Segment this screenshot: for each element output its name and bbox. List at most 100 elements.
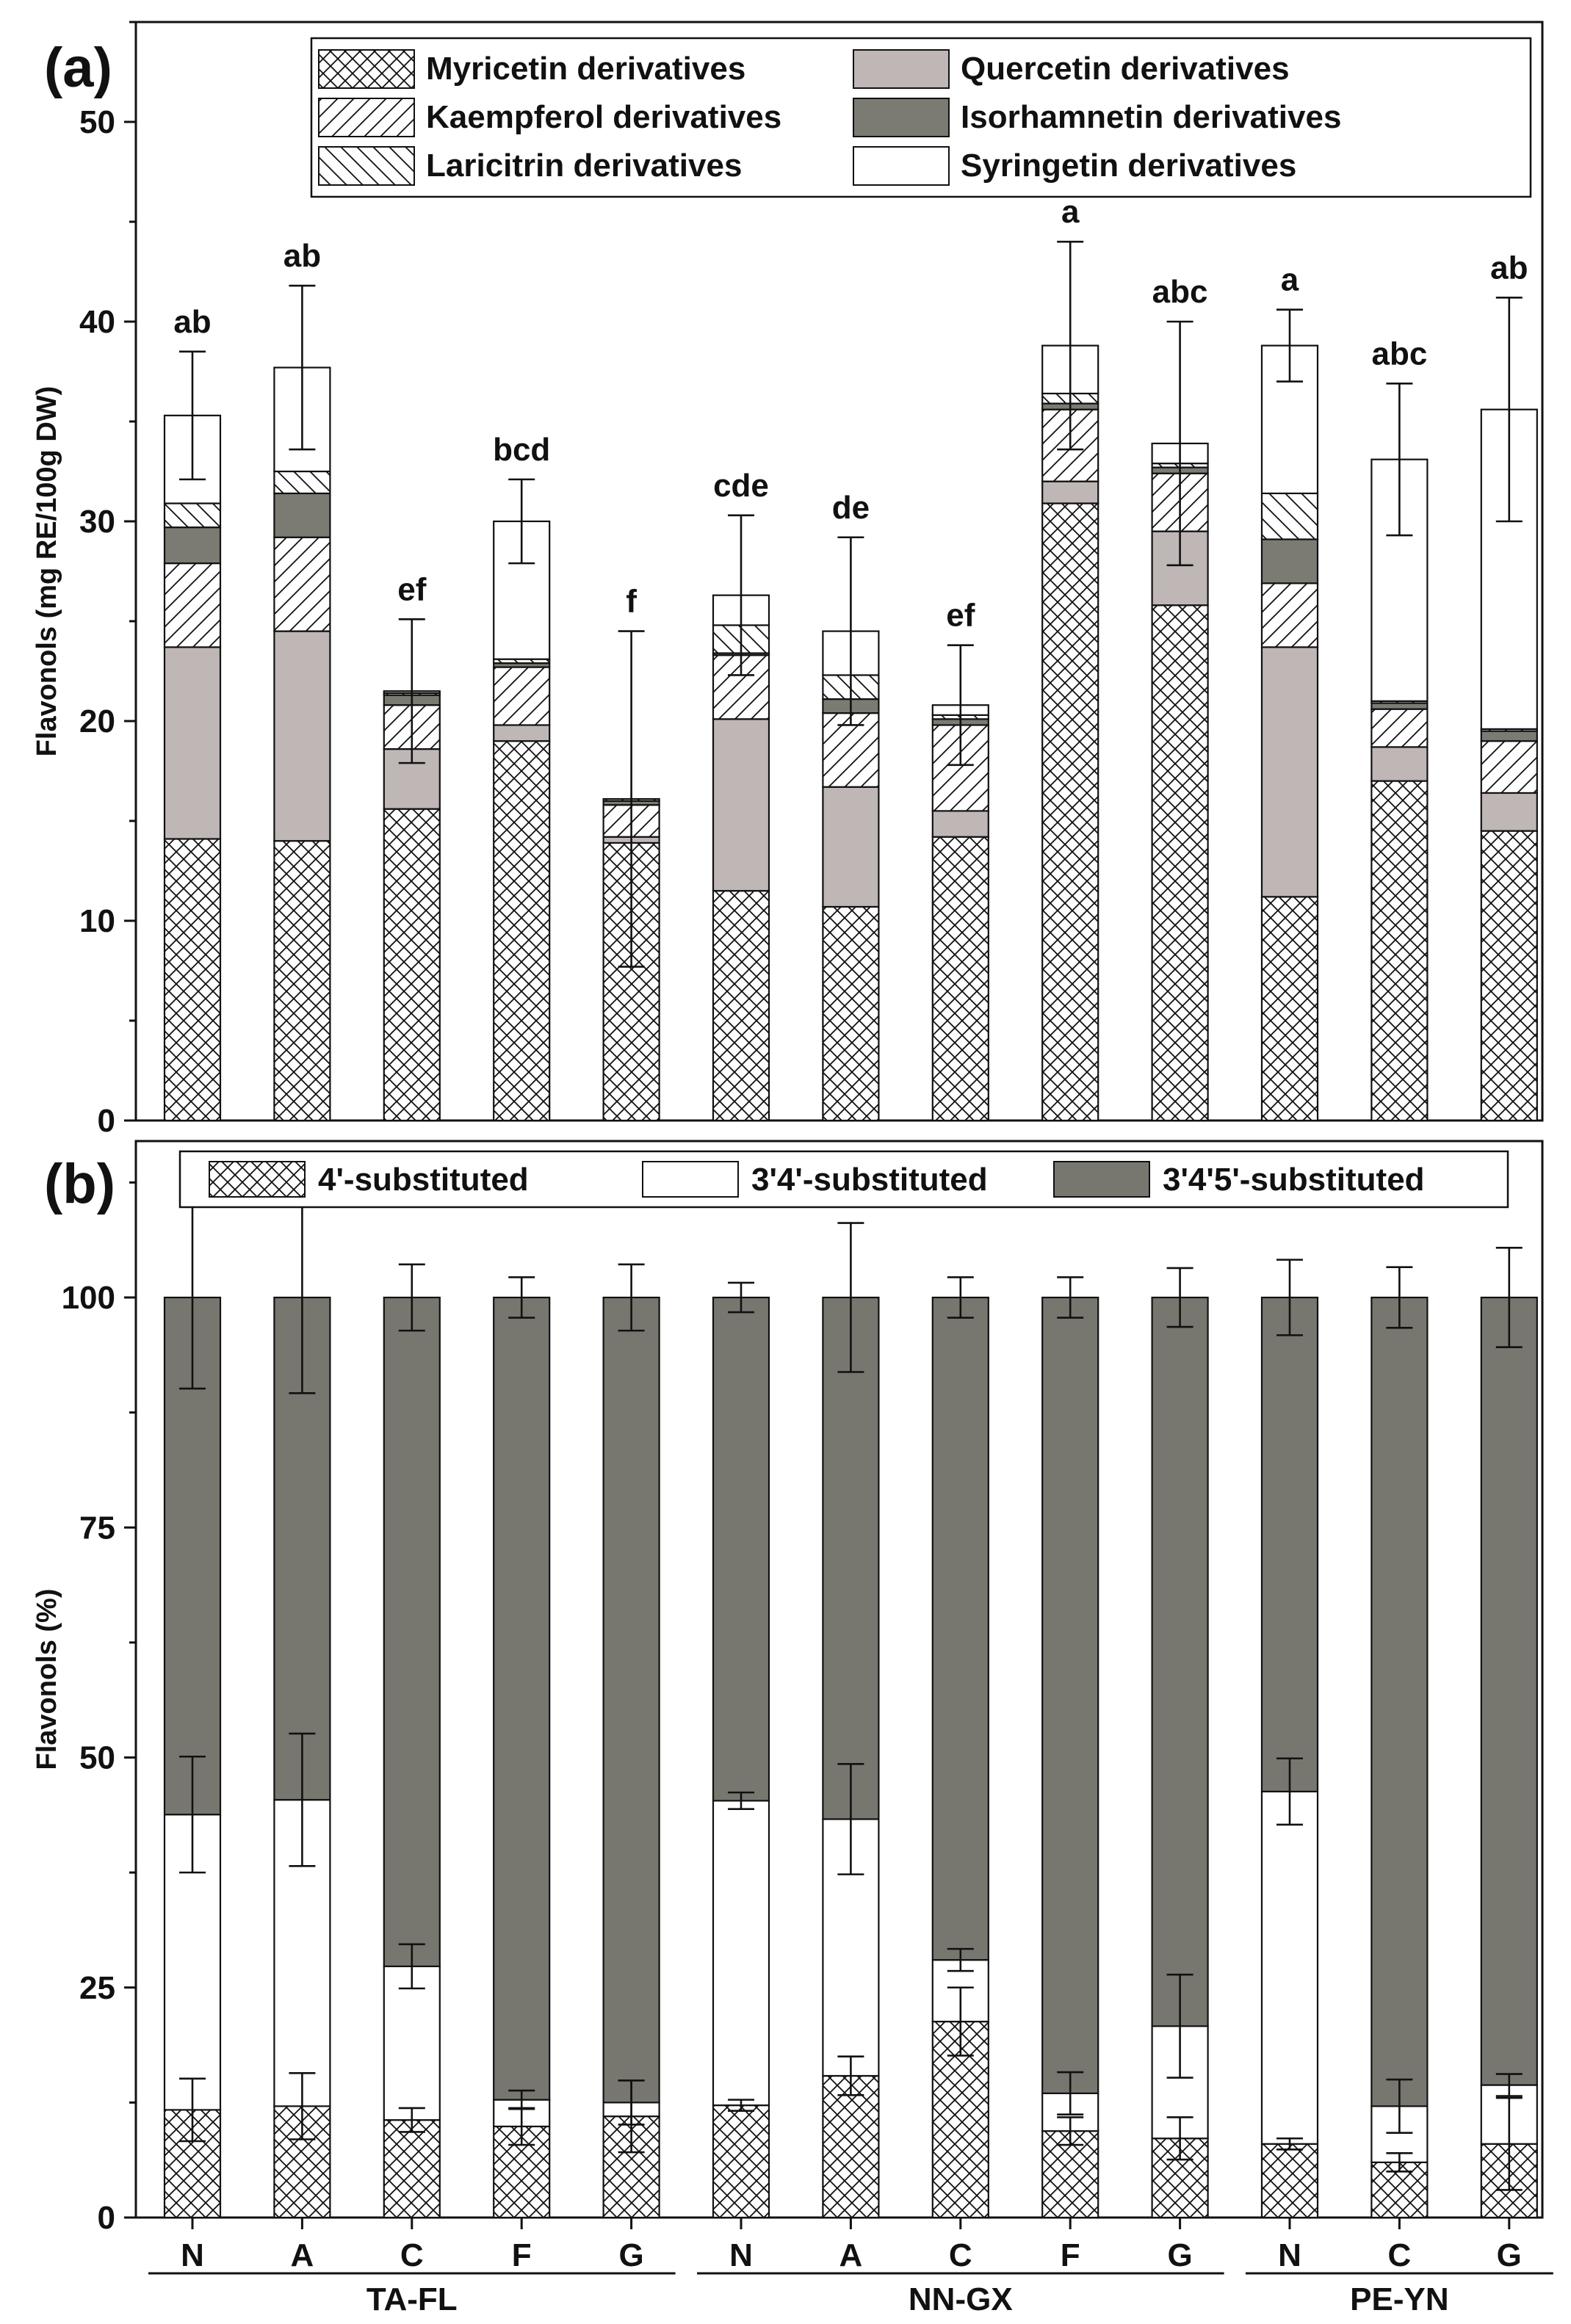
- bar-segment: [273, 536, 331, 632]
- significance-letter: cde: [713, 468, 769, 504]
- legend-swatch: [209, 1161, 306, 1198]
- legend-swatch: [318, 146, 415, 186]
- bar-segment: [383, 1965, 441, 2121]
- x-tick-label: A: [839, 2237, 863, 2273]
- legend-swatch: [318, 49, 415, 89]
- panel-label: (b): [44, 1153, 115, 1215]
- bar-segment: [1480, 1296, 1538, 2086]
- x-tick-label: F: [512, 2237, 532, 2273]
- panel-a: 0 10 20 30 40 50 Flavonols (mg RE/100g DW) (a) a…: [32, 21, 1544, 1139]
- significance-letter: de: [832, 490, 870, 526]
- x-tick-label: G: [1167, 2237, 1192, 2273]
- bar-segment: [1370, 746, 1429, 782]
- legend-label: 3'4'-substituted: [751, 1162, 988, 1198]
- y-axis-label: Flavonols (%): [32, 1588, 62, 1770]
- bar-segment: [163, 502, 222, 529]
- x-tick-label: C: [1388, 2237, 1412, 2273]
- bar-segment: [1260, 582, 1319, 648]
- bar-segment: [822, 1296, 880, 1820]
- bar-segment: [1370, 702, 1429, 710]
- bar-stack: [1370, 1266, 1429, 2219]
- y-tick-label: 10: [79, 903, 115, 939]
- bar-segment: [493, 666, 551, 726]
- x-tick-label: N: [181, 2237, 204, 2273]
- legend-item: 3'4'-substituted: [642, 1161, 988, 1198]
- bar-segment: [1151, 604, 1209, 1122]
- legend-swatch: [642, 1161, 739, 1198]
- bar-segment: [931, 810, 989, 838]
- bar-segment: [602, 1296, 660, 2104]
- bar-segment: [163, 838, 222, 1122]
- legend-item: Kaempferol derivatives: [318, 98, 781, 137]
- bar-stack: [712, 1281, 770, 2219]
- bar-segment: [1260, 492, 1319, 540]
- y-tick-label: 0: [98, 1103, 115, 1139]
- bar-stack: ab: [273, 238, 331, 1122]
- y-tick-label: 0: [98, 2200, 115, 2236]
- bar-segment: [931, 836, 989, 1122]
- bar-stack: [1260, 1259, 1319, 2219]
- bar-segment: [712, 890, 770, 1122]
- bar-segment: [1480, 740, 1538, 794]
- bar-stack: de: [822, 490, 880, 1122]
- bar-segment: [1480, 730, 1538, 742]
- legend-swatch: [1053, 1161, 1150, 1198]
- significance-letter: bcd: [493, 432, 550, 468]
- bar-segment: [493, 1296, 551, 2101]
- legend-label: 3'4'5'-substituted: [1163, 1162, 1425, 1198]
- bar-segment: [1041, 1296, 1099, 2094]
- bar-stack: ab: [1480, 250, 1538, 1122]
- group-label: NN-GX: [909, 2281, 1013, 2317]
- legend-swatch: [853, 98, 950, 137]
- bar-stack: ab: [163, 304, 222, 1122]
- significance-letter: ab: [173, 304, 211, 340]
- x-axis-area: N A C F G N A C F G N C G TA-FL NN-GX PE-YN: [148, 2218, 1553, 2317]
- bar-segment: [602, 841, 660, 1122]
- legend-label: Isorhamnetin derivatives: [961, 99, 1341, 135]
- legend-item: Syringetin derivatives: [853, 146, 1296, 186]
- bar-segment: [712, 1296, 770, 1802]
- x-tick-label: G: [1497, 2237, 1522, 2273]
- x-tick-label: F: [1061, 2237, 1080, 2273]
- bar-segment: [383, 2119, 441, 2219]
- bar-stack: [931, 1276, 989, 2219]
- x-tick-label: N: [1278, 2237, 1301, 2273]
- bar-segment: [1370, 1296, 1429, 2107]
- bar-stack: a: [1260, 262, 1319, 1122]
- y-tick-label: 50: [79, 1740, 115, 1776]
- bar-stack: a: [1041, 194, 1099, 1122]
- bar-segment: [1151, 1296, 1209, 2027]
- panel-b: 0 25 50 75 100 Flavonols (%) (b) 4'-substituted…: [32, 1140, 1544, 2236]
- bar-segment: [1480, 792, 1538, 832]
- bar-segment: [1370, 708, 1429, 748]
- group-label: TA-FL: [366, 2281, 458, 2317]
- significance-letter: abc: [1152, 274, 1208, 310]
- x-tick-label: G: [618, 2237, 643, 2273]
- legend-label: Quercetin derivatives: [961, 51, 1290, 87]
- bar-stack: ef: [383, 571, 441, 1122]
- bar-segment: [493, 724, 551, 742]
- bar-segment: [1260, 1296, 1319, 1792]
- bar-segment: [822, 2074, 880, 2219]
- bar-stack: ef: [931, 598, 989, 1122]
- y-tick-label: 50: [79, 104, 115, 140]
- bar-segment: [1260, 646, 1319, 898]
- bar-segment: [1260, 538, 1319, 584]
- bar-segment: [712, 1800, 770, 2107]
- bar-segment: [822, 786, 880, 908]
- legend-item: Myricetin derivatives: [318, 49, 745, 89]
- significance-letter: f: [626, 584, 637, 620]
- bar-stack: bcd: [493, 432, 551, 1122]
- bar-segment: [273, 840, 331, 1122]
- bar-segment: [163, 562, 222, 648]
- bar-stack: abc: [1151, 274, 1209, 1122]
- bar-segment: [273, 470, 331, 495]
- group-label: PE-YN: [1350, 2281, 1448, 2317]
- legend-swatch: [853, 146, 950, 186]
- bar-segment: [1260, 1790, 1319, 2145]
- x-tick-label: A: [291, 2237, 314, 2273]
- legend: Myricetin derivatives Kaempferol derivati…: [310, 37, 1532, 198]
- legend-box: [178, 1150, 1509, 1209]
- legend-item: Laricitrin derivatives: [318, 146, 742, 186]
